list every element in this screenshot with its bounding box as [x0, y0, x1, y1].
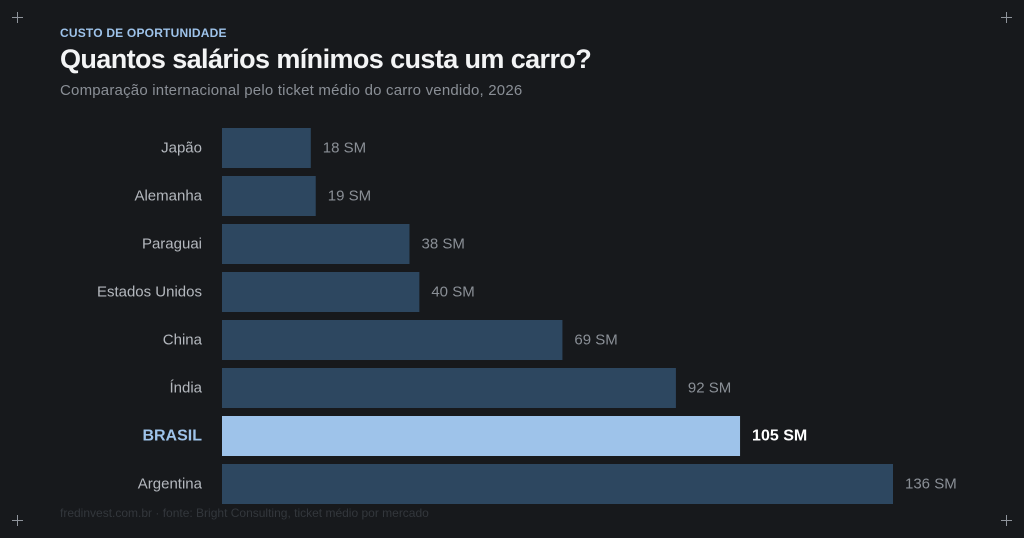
category-label: Paraguai: [142, 236, 202, 253]
value-label: 105 SM: [752, 428, 807, 445]
value-label: 19 SM: [328, 188, 371, 205]
bar-china: [222, 320, 563, 360]
bar-brasil: [222, 416, 741, 456]
bar-índia: [222, 368, 676, 408]
value-label: 38 SM: [421, 236, 464, 253]
value-label: 18 SM: [323, 140, 366, 157]
bar-estados-unidos: [222, 272, 420, 312]
category-label: Argentina: [138, 476, 203, 493]
source-footer: fredinvest.com.br · fonte: Bright Consul…: [60, 506, 429, 520]
chart-subtitle: Comparação internacional pelo ticket méd…: [60, 82, 523, 99]
corner-mark-top-right: [1001, 12, 1012, 23]
kicker-label: CUSTO DE OPORTUNIDADE: [60, 26, 227, 40]
value-label: 40 SM: [431, 284, 474, 301]
bar-alemanha: [222, 176, 316, 216]
category-label: China: [163, 332, 203, 349]
category-label: Japão: [161, 140, 202, 157]
corner-mark-bottom-left: [12, 515, 23, 526]
bar-paraguai: [222, 224, 410, 264]
category-label: BRASIL: [142, 428, 202, 445]
chart-title: Quantos salários mínimos custa um carro?: [60, 44, 592, 74]
corner-mark-bottom-right: [1001, 515, 1012, 526]
bar-japão: [222, 128, 311, 168]
value-label: 92 SM: [688, 380, 731, 397]
category-label: Índia: [169, 380, 202, 397]
bar-argentina: [222, 464, 893, 504]
category-label: Estados Unidos: [97, 284, 202, 301]
corner-mark-top-left: [12, 12, 23, 23]
value-label: 69 SM: [574, 332, 617, 349]
value-label: 136 SM: [905, 476, 957, 493]
category-label: Alemanha: [134, 188, 202, 205]
